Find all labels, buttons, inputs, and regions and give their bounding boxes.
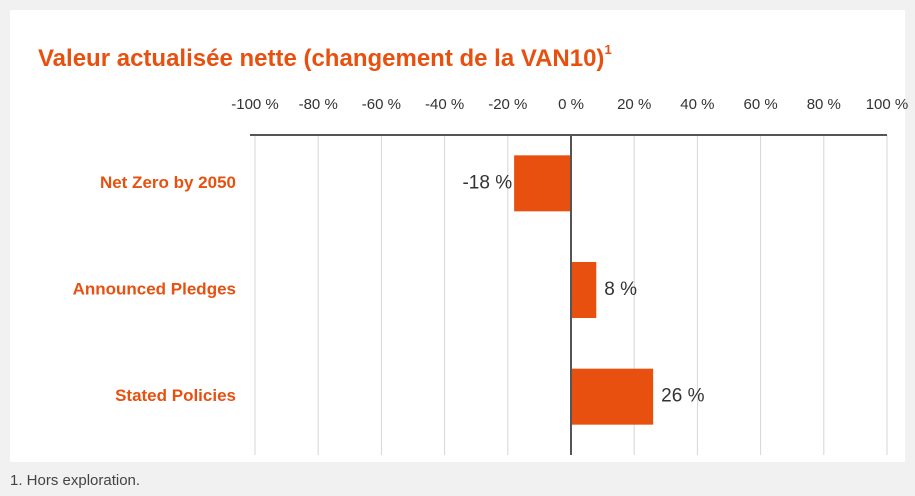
x-tick-label: -60 % (362, 96, 401, 113)
chart-title: Valeur actualisée nette (changement de l… (38, 42, 612, 72)
x-tick-label: 80 % (807, 96, 841, 113)
footnote: 1. Hors exploration. (10, 472, 140, 489)
x-tick-label: -40 % (425, 96, 464, 113)
panel (10, 10, 905, 462)
x-tick-label: 60 % (743, 96, 777, 113)
x-tick-label: 20 % (617, 96, 651, 113)
x-tick-label: -100 % (231, 96, 279, 113)
x-tick-label: 40 % (680, 96, 714, 113)
value-label: 8 % (604, 279, 637, 300)
y-tick-label: Announced Pledges (73, 279, 236, 298)
y-tick-label: Net Zero by 2050 (100, 173, 236, 192)
value-label: -18 % (462, 172, 512, 193)
x-tick-label: -80 % (299, 96, 338, 113)
x-tick-label: 100 % (866, 96, 909, 113)
value-label: 26 % (661, 386, 704, 407)
x-tick-label: 0 % (558, 96, 584, 113)
bar (514, 155, 571, 212)
title-text: Valeur actualisée nette (changement de l… (38, 45, 604, 72)
x-tick-label: -20 % (488, 96, 527, 113)
bar (571, 368, 654, 425)
title-superscript: 1 (604, 42, 611, 57)
y-tick-label: Stated Policies (115, 386, 236, 405)
bar (571, 262, 597, 318)
